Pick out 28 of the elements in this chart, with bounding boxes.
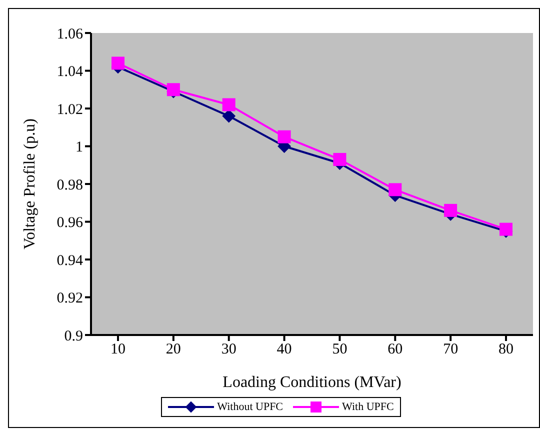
x-axis-title: Loading Conditions (MVar) [222,374,402,391]
y-tick-label: 0.94 [56,252,84,269]
point [222,98,236,112]
x-tick-label: 30 [221,342,236,358]
y-tick-label: 0.92 [56,290,83,307]
y-tick-label: 0.9 [64,328,83,344]
x-tick-label: 50 [332,342,348,358]
x-tick-label: 20 [166,342,181,358]
y-tick-label: 1.04 [56,64,84,80]
legend-label: Without UPFC [217,401,284,413]
y-axis-title: Voltage Profile (p.u) [22,118,39,250]
point [444,204,458,217]
point [112,56,124,70]
y-tick-label: 1 [76,140,83,156]
y-tick-label: 0.96 [56,215,84,232]
x-tick-label: 40 [276,342,292,358]
point [278,130,291,144]
y-tick-label: 0.98 [56,177,83,194]
y-tick-label: 1.06 [56,26,84,42]
point [333,152,346,166]
x-tick-label: 70 [443,342,458,358]
legend-label: With UPFC [342,401,394,413]
x-tick-label: 80 [498,342,514,358]
point [388,183,402,196]
x-tick-label: 60 [388,342,403,358]
x-tick-label: 10 [110,342,126,358]
y-tick-label: 1.02 [56,102,83,118]
point [222,110,236,123]
